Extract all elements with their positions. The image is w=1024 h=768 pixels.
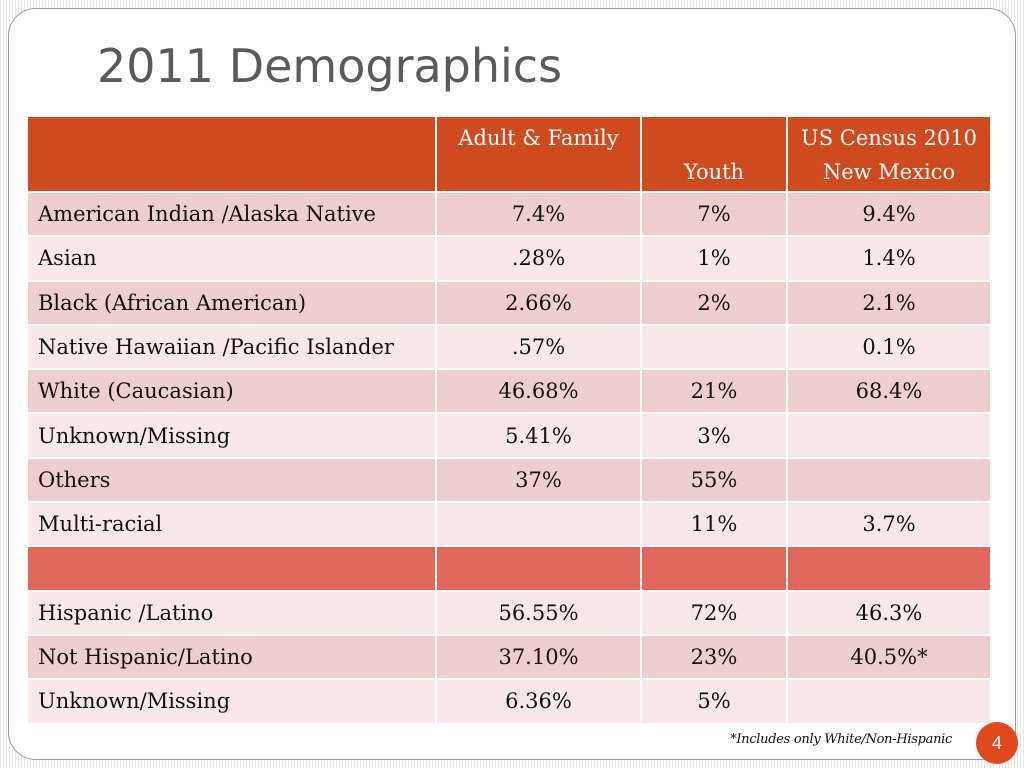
row-label-cell: Black (African American) bbox=[26, 279, 437, 326]
table-row: Native Hawaiian /Pacific Islander .57% 0.1… bbox=[26, 323, 992, 371]
census-value-cell: 0.1% bbox=[786, 323, 992, 371]
youth-value-cell: 1% bbox=[640, 235, 788, 282]
census-value-cell: 9.4% bbox=[786, 190, 992, 238]
header-census-line2: New Mexico bbox=[822, 160, 956, 184]
table-row: American Indian /Alaska Native 7.4% 7% 9.4% bbox=[26, 190, 992, 238]
header-youth-label: Youth bbox=[683, 160, 745, 184]
census-value-cell: 68.4% bbox=[786, 368, 992, 415]
row-label-cell bbox=[26, 545, 437, 592]
footnote: *Includes only White/Non-Hispanic bbox=[730, 732, 952, 747]
census-value-cell bbox=[786, 545, 992, 592]
youth-value-cell: 21% bbox=[640, 368, 788, 415]
adult-family-value-cell: 7.4% bbox=[435, 190, 642, 238]
row-label-cell: Unknown/Missing bbox=[26, 412, 437, 459]
adult-family-value-cell: 6.36% bbox=[435, 678, 642, 725]
row-label-cell: Others bbox=[26, 456, 437, 504]
youth-value-cell: 11% bbox=[640, 501, 788, 548]
youth-value-cell bbox=[640, 323, 788, 371]
header-cell-adult-family: Adult & Family bbox=[435, 115, 642, 193]
youth-value-cell bbox=[640, 545, 788, 592]
table-row: Unknown/Missing 6.36% 5% bbox=[26, 678, 992, 725]
table-row: Multi-racial 11% 3.7% bbox=[26, 501, 992, 548]
row-label-cell: Hispanic /Latino bbox=[26, 589, 437, 636]
row-label-cell: Multi-racial bbox=[26, 501, 437, 548]
youth-value-cell: 55% bbox=[640, 456, 788, 504]
census-value-cell: 46.3% bbox=[786, 589, 992, 636]
row-label-cell: Asian bbox=[26, 235, 437, 282]
row-label-cell: Native Hawaiian /Pacific Islander bbox=[26, 323, 437, 371]
census-value-cell: 2.1% bbox=[786, 279, 992, 326]
adult-family-value-cell: 37% bbox=[435, 456, 642, 504]
demographics-table: Adult & Family Youth US Census 2010 New … bbox=[26, 115, 992, 725]
adult-family-value-cell bbox=[435, 501, 642, 548]
youth-value-cell: 23% bbox=[640, 633, 788, 681]
table-divider-row bbox=[26, 545, 992, 592]
table-row: Hispanic /Latino 56.55% 72% 46.3% bbox=[26, 589, 992, 636]
adult-family-value-cell: 5.41% bbox=[435, 412, 642, 459]
adult-family-value-cell: 46.68% bbox=[435, 368, 642, 415]
row-label-cell: Unknown/Missing bbox=[26, 678, 437, 725]
adult-family-value-cell: 2.66% bbox=[435, 279, 642, 326]
header-adult-family-label: Adult & Family bbox=[458, 126, 619, 150]
row-label-cell: Not Hispanic/Latino bbox=[26, 633, 437, 681]
table-row: Others 37% 55% bbox=[26, 456, 992, 504]
census-value-cell bbox=[786, 678, 992, 725]
page-number-badge: 4 bbox=[976, 722, 1018, 764]
census-value-cell: 3.7% bbox=[786, 501, 992, 548]
youth-value-cell: 7% bbox=[640, 190, 788, 238]
adult-family-value-cell: 37.10% bbox=[435, 633, 642, 681]
row-label-cell: White (Caucasian) bbox=[26, 368, 437, 415]
table-row: White (Caucasian) 46.68% 21% 68.4% bbox=[26, 368, 992, 415]
census-value-cell bbox=[786, 456, 992, 504]
table-row: Not Hispanic/Latino 37.10% 23% 40.5%* bbox=[26, 633, 992, 681]
table-row: Black (African American) 2.66% 2% 2.1% bbox=[26, 279, 992, 326]
slide-title: 2011 Demographics bbox=[97, 39, 563, 93]
census-value-cell bbox=[786, 412, 992, 459]
table-header-row: Adult & Family Youth US Census 2010 New … bbox=[26, 115, 992, 193]
youth-value-cell: 3% bbox=[640, 412, 788, 459]
adult-family-value-cell bbox=[435, 545, 642, 592]
census-value-cell: 40.5%* bbox=[786, 633, 992, 681]
header-cell-census: US Census 2010 New Mexico bbox=[786, 115, 992, 193]
table-row: Unknown/Missing 5.41% 3% bbox=[26, 412, 992, 459]
table-row: Asian .28% 1% 1.4% bbox=[26, 235, 992, 282]
adult-family-value-cell: 56.55% bbox=[435, 589, 642, 636]
youth-value-cell: 72% bbox=[640, 589, 788, 636]
youth-value-cell: 5% bbox=[640, 678, 788, 725]
youth-value-cell: 2% bbox=[640, 279, 788, 326]
header-cell-youth: Youth bbox=[640, 115, 788, 193]
census-value-cell: 1.4% bbox=[786, 235, 992, 282]
row-label-cell: American Indian /Alaska Native bbox=[26, 190, 437, 238]
header-cell-blank bbox=[26, 115, 437, 193]
adult-family-value-cell: .28% bbox=[435, 235, 642, 282]
adult-family-value-cell: .57% bbox=[435, 323, 642, 371]
header-census-line1: US Census 2010 bbox=[801, 126, 977, 150]
